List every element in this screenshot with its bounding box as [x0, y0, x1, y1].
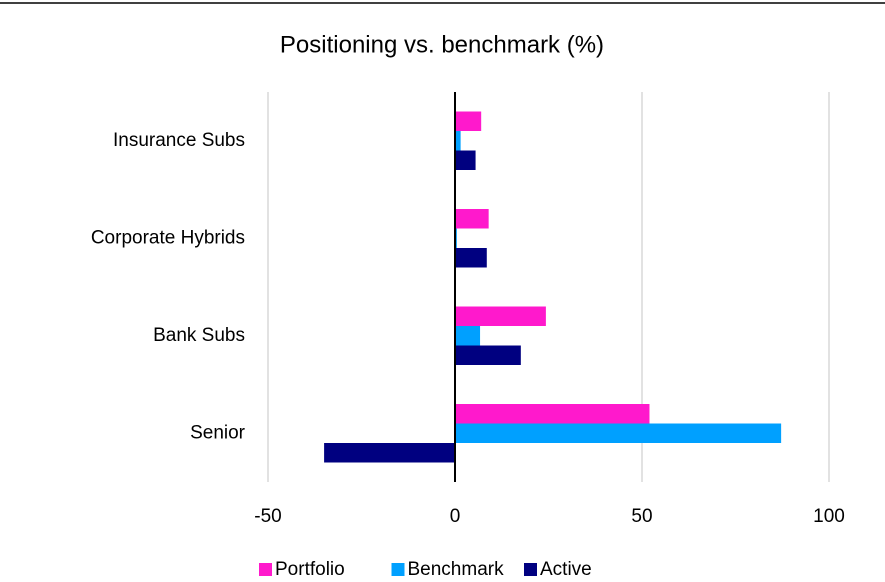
x-tick-label: 50	[631, 506, 652, 527]
bar	[455, 404, 650, 424]
y-tick-label: Senior	[190, 422, 246, 443]
bar	[455, 326, 481, 346]
bar	[455, 111, 482, 131]
legend-swatch	[259, 563, 272, 576]
bar	[455, 209, 489, 229]
bar	[324, 443, 455, 463]
x-tick-label: 100	[813, 506, 845, 527]
x-tick-label: 0	[450, 506, 461, 527]
legend-label: Benchmark	[408, 559, 505, 580]
legend-label: Portfolio	[275, 559, 345, 580]
legend-label: Active	[540, 559, 592, 580]
x-tick-label: -50	[254, 506, 281, 527]
bar	[455, 131, 461, 151]
chart-title: Positioning vs. benchmark (%)	[280, 31, 604, 58]
bar	[455, 306, 546, 326]
legend-swatch	[391, 563, 405, 576]
y-tick-label: Corporate Hybrids	[91, 227, 245, 248]
bar	[455, 150, 476, 170]
bar	[455, 423, 782, 443]
y-tick-label: Insurance Subs	[113, 130, 245, 151]
y-tick-label: Bank Subs	[153, 325, 245, 346]
legend-swatch	[524, 563, 537, 576]
bar	[455, 345, 521, 365]
bar	[455, 248, 487, 268]
